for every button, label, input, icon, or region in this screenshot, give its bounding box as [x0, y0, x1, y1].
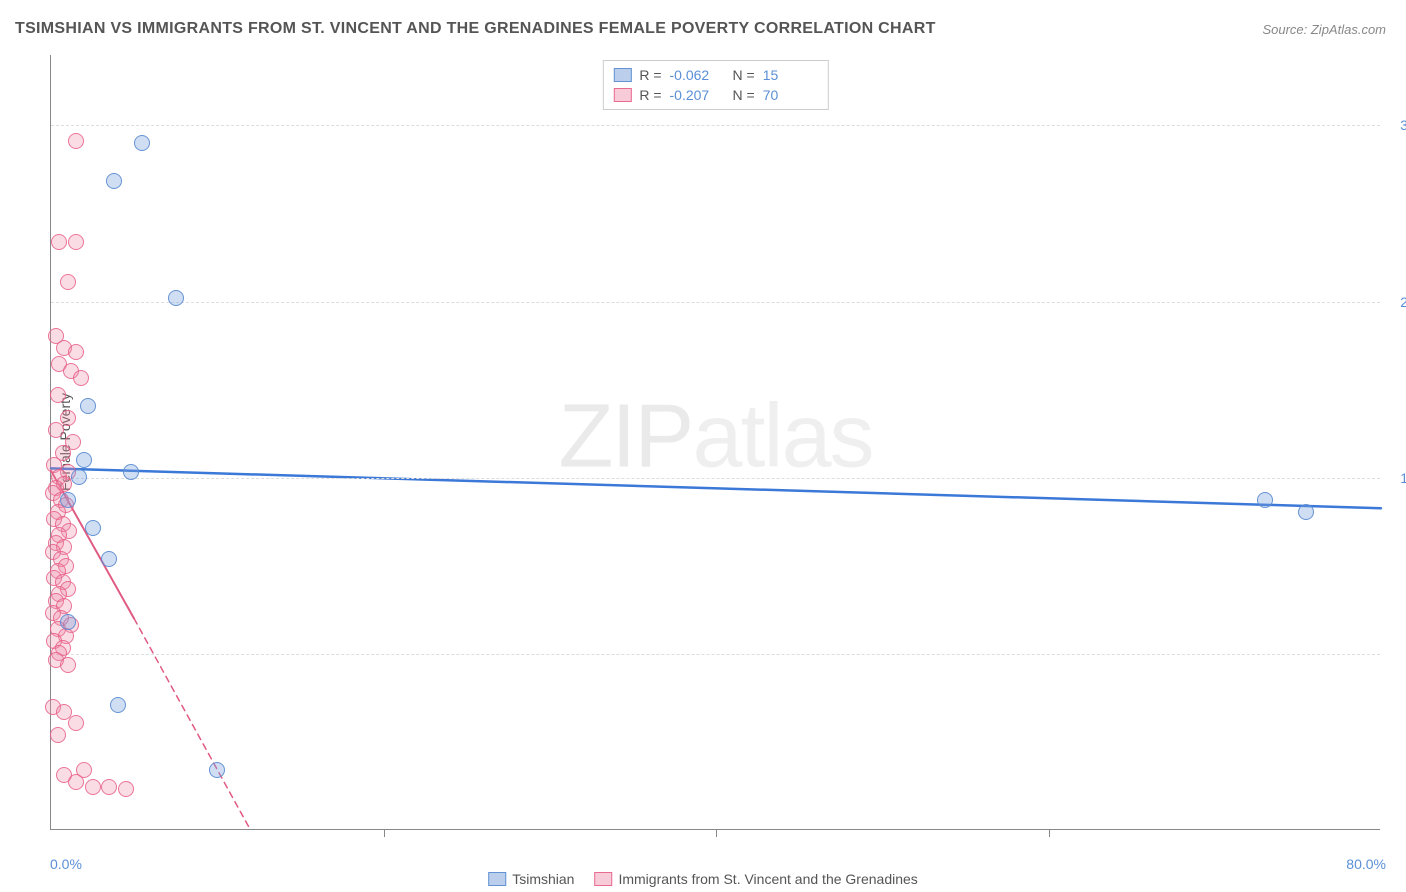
gridline — [51, 302, 1380, 303]
x-axis-max-label: 80.0% — [1346, 856, 1386, 872]
pink-point — [60, 657, 76, 673]
y-tick-label: 22.5% — [1385, 294, 1406, 310]
pink-swatch-icon — [613, 88, 631, 102]
pink-point — [50, 387, 66, 403]
blue-point — [1257, 492, 1273, 508]
series-legend: Tsimshian Immigrants from St. Vincent an… — [488, 871, 918, 887]
pink-point — [118, 781, 134, 797]
pink-point — [50, 727, 66, 743]
pink-point — [51, 234, 67, 250]
pink-point — [68, 234, 84, 250]
x-tick — [716, 829, 717, 837]
blue-point — [60, 492, 76, 508]
blue-point — [106, 173, 122, 189]
x-axis-min-label: 0.0% — [50, 856, 82, 872]
blue-point — [60, 614, 76, 630]
source-attribution: Source: ZipAtlas.com — [1262, 22, 1386, 37]
blue-point — [123, 464, 139, 480]
pink-point — [68, 715, 84, 731]
x-tick — [1049, 829, 1050, 837]
pink-point — [68, 774, 84, 790]
blue-point — [71, 469, 87, 485]
pink-n-value: 70 — [763, 87, 818, 103]
pink-point — [68, 344, 84, 360]
r-label: R = — [639, 87, 661, 103]
pink-point — [60, 274, 76, 290]
pink-r-value: -0.207 — [670, 87, 725, 103]
blue-n-value: 15 — [763, 67, 818, 83]
pink-series-label: Immigrants from St. Vincent and the Gren… — [618, 871, 917, 887]
blue-point — [80, 398, 96, 414]
pink-point — [73, 370, 89, 386]
pink-point — [48, 422, 64, 438]
legend-item-blue: Tsimshian — [488, 871, 574, 887]
y-tick-label: 7.5% — [1385, 646, 1406, 662]
n-label: N = — [733, 67, 755, 83]
gridline — [51, 654, 1380, 655]
blue-point — [110, 697, 126, 713]
blue-point — [1298, 504, 1314, 520]
pink-swatch-icon — [594, 872, 612, 886]
n-label: N = — [733, 87, 755, 103]
y-tick-label: 30.0% — [1385, 117, 1406, 133]
blue-point — [101, 551, 117, 567]
r-label: R = — [639, 67, 661, 83]
blue-trend-line — [51, 468, 1381, 508]
legend-item-pink: Immigrants from St. Vincent and the Gren… — [594, 871, 917, 887]
pink-trend-line-dashed — [134, 619, 250, 830]
blue-point — [168, 290, 184, 306]
pink-point — [68, 133, 84, 149]
pink-point — [101, 779, 117, 795]
blue-point — [209, 762, 225, 778]
blue-point — [85, 520, 101, 536]
y-tick-label: 15.0% — [1385, 470, 1406, 486]
blue-series-label: Tsimshian — [512, 871, 574, 887]
x-tick — [384, 829, 385, 837]
correlation-legend: R = -0.062 N = 15 R = -0.207 N = 70 — [602, 60, 828, 110]
blue-point — [134, 135, 150, 151]
pink-point — [85, 779, 101, 795]
scatter-chart: Female Poverty ZIPatlas R = -0.062 N = 1… — [50, 55, 1380, 830]
blue-r-value: -0.062 — [670, 67, 725, 83]
blue-swatch-icon — [613, 68, 631, 82]
legend-row-pink: R = -0.207 N = 70 — [613, 85, 817, 105]
trend-lines-layer — [51, 55, 1380, 829]
chart-title: TSIMSHIAN VS IMMIGRANTS FROM ST. VINCENT… — [15, 20, 936, 38]
gridline — [51, 478, 1380, 479]
legend-row-blue: R = -0.062 N = 15 — [613, 65, 817, 85]
gridline — [51, 125, 1380, 126]
blue-point — [76, 452, 92, 468]
blue-swatch-icon — [488, 872, 506, 886]
